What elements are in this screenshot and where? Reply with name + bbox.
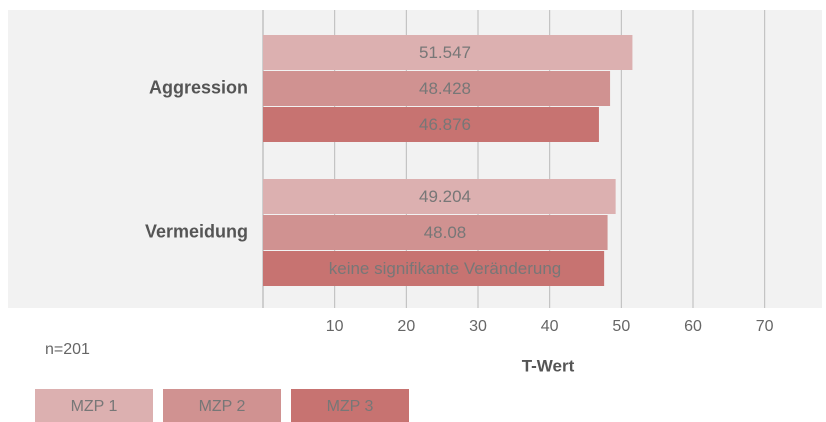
data-label: 51.547 <box>419 43 471 62</box>
legend-label: MZP 3 <box>327 398 374 415</box>
data-label: 48.08 <box>424 223 467 242</box>
data-label: 48.428 <box>419 79 471 98</box>
data-label: keine signifikante Veränderung <box>329 259 562 278</box>
x-tick-label: 60 <box>684 318 702 335</box>
category-label: Vermeidung <box>145 221 248 241</box>
x-tick-label: 40 <box>541 318 559 335</box>
bar <box>263 107 599 142</box>
x-axis-label: T-Wert <box>522 356 575 375</box>
note: n=201 <box>45 341 90 358</box>
bar <box>263 35 633 70</box>
legend-label: MZP 1 <box>71 398 118 415</box>
bar <box>263 71 611 106</box>
x-tick-label: 20 <box>397 318 415 335</box>
x-tick-label: 30 <box>469 318 487 335</box>
x-tick-label: 50 <box>612 318 630 335</box>
x-tick-label: 70 <box>756 318 774 335</box>
category-label: Aggression <box>149 77 248 97</box>
bar <box>263 215 608 250</box>
legend-label: MZP 2 <box>199 398 246 415</box>
legend-swatch <box>291 389 409 422</box>
data-label: 46.876 <box>419 115 471 134</box>
bar <box>263 251 605 286</box>
data-label: 49.204 <box>419 187 471 206</box>
x-tick-label: 10 <box>326 318 344 335</box>
legend-swatch <box>35 389 153 422</box>
legend-swatch <box>163 389 281 422</box>
bar <box>263 179 616 214</box>
